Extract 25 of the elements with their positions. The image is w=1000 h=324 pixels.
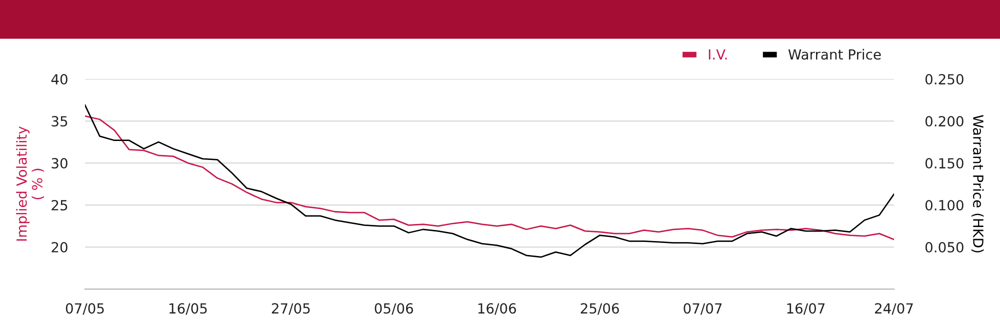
x-tick-label: 25/06 — [580, 303, 619, 315]
x-tick-label: 27/05 — [272, 303, 310, 315]
x-tick-label: 07/05 — [66, 303, 104, 315]
x-tick-label: 07/07 — [684, 303, 722, 315]
y2-axis-title: Warrant Price (HKD) — [971, 114, 984, 252]
legend-label: I.V. — [708, 49, 727, 60]
y-tick-label: 35 — [52, 116, 68, 127]
y-tick-label: 30 — [52, 158, 68, 169]
y2-tick-label: 0.050 — [925, 242, 964, 252]
y-tick-label: 20 — [52, 242, 68, 252]
y2-tick-label: 0.150 — [925, 158, 964, 169]
x-tick-label: 16/06 — [478, 303, 516, 315]
x-tick-label: 16/07 — [787, 303, 825, 315]
legend-label: Warrant Price — [788, 48, 881, 60]
y-axis-title: Implied Volatility ( % ) — [16, 126, 44, 241]
y2-tick-label: 0.100 — [925, 200, 964, 210]
y-tick-label: 40 — [51, 74, 68, 85]
y2-tick-label: 0.200 — [925, 116, 964, 127]
line-series — [85, 104, 894, 258]
line-series — [85, 115, 894, 240]
x-tick-label: 16/05 — [169, 303, 207, 315]
y2-tick-label: 0.250 — [925, 74, 964, 85]
y-tick-label: 25 — [52, 200, 68, 210]
x-tick-label: 05/06 — [374, 303, 414, 315]
x-tick-label: 24/07 — [875, 303, 913, 315]
